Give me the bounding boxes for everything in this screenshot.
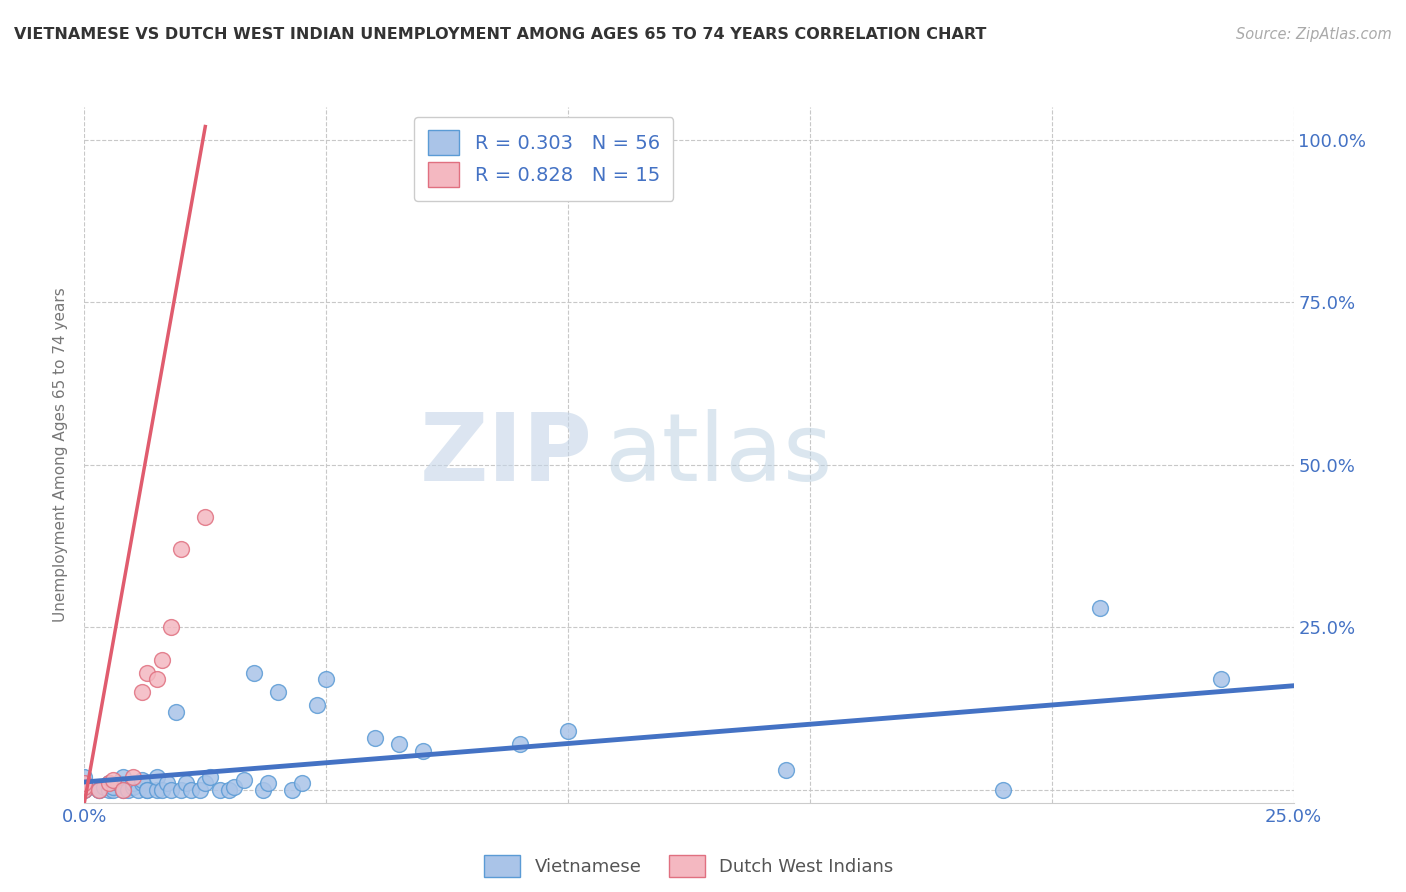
Point bbox=[315, 672, 337, 686]
Point bbox=[103, 782, 125, 797]
Point bbox=[291, 776, 314, 790]
Point bbox=[121, 776, 143, 790]
Point bbox=[281, 782, 304, 797]
Point bbox=[73, 780, 96, 794]
Point bbox=[97, 776, 120, 790]
Point bbox=[121, 770, 143, 784]
Point bbox=[252, 782, 274, 797]
Point bbox=[242, 665, 264, 680]
Point bbox=[557, 724, 579, 739]
Point bbox=[73, 782, 96, 797]
Point bbox=[146, 672, 169, 686]
Point bbox=[93, 780, 115, 794]
Point bbox=[87, 782, 110, 797]
Point bbox=[112, 782, 135, 797]
Point bbox=[103, 772, 125, 787]
Point bbox=[97, 782, 120, 797]
Point bbox=[155, 776, 177, 790]
Point bbox=[121, 780, 143, 794]
Point bbox=[73, 776, 96, 790]
Point bbox=[73, 780, 96, 794]
Text: ZIP: ZIP bbox=[419, 409, 592, 501]
Text: atlas: atlas bbox=[605, 409, 832, 501]
Point bbox=[117, 782, 139, 797]
Point bbox=[87, 782, 110, 797]
Point bbox=[136, 782, 159, 797]
Point bbox=[224, 780, 246, 794]
Point bbox=[170, 782, 193, 797]
Point bbox=[112, 770, 135, 784]
Point bbox=[131, 772, 153, 787]
Point bbox=[388, 737, 411, 751]
Point bbox=[1209, 672, 1232, 686]
Point bbox=[131, 776, 153, 790]
Point bbox=[412, 744, 434, 758]
Legend: Vietnamese, Dutch West Indians: Vietnamese, Dutch West Indians bbox=[477, 847, 901, 884]
Point bbox=[73, 782, 96, 797]
Y-axis label: Unemployment Among Ages 65 to 74 years: Unemployment Among Ages 65 to 74 years bbox=[53, 287, 69, 623]
Point bbox=[97, 776, 120, 790]
Point bbox=[73, 782, 96, 797]
Point bbox=[73, 770, 96, 784]
Point bbox=[775, 764, 797, 778]
Point bbox=[180, 782, 202, 797]
Point bbox=[136, 782, 159, 797]
Point bbox=[103, 780, 125, 794]
Point bbox=[160, 620, 183, 634]
Point bbox=[233, 772, 256, 787]
Text: VIETNAMESE VS DUTCH WEST INDIAN UNEMPLOYMENT AMONG AGES 65 TO 74 YEARS CORRELATI: VIETNAMESE VS DUTCH WEST INDIAN UNEMPLOY… bbox=[14, 27, 987, 42]
Point bbox=[257, 776, 280, 790]
Point bbox=[190, 782, 212, 797]
Point bbox=[174, 776, 197, 790]
Point bbox=[150, 782, 173, 797]
Point bbox=[218, 782, 240, 797]
Point bbox=[136, 665, 159, 680]
Point bbox=[509, 737, 531, 751]
Point bbox=[993, 782, 1015, 797]
Point bbox=[363, 731, 385, 745]
Point bbox=[208, 782, 231, 797]
Point bbox=[305, 698, 328, 713]
Point bbox=[73, 776, 96, 790]
Point bbox=[127, 782, 149, 797]
Point bbox=[107, 776, 129, 790]
Point bbox=[160, 782, 183, 797]
Point bbox=[131, 685, 153, 699]
Point bbox=[146, 770, 169, 784]
Point bbox=[198, 770, 221, 784]
Point bbox=[87, 782, 110, 797]
Point bbox=[150, 653, 173, 667]
Point bbox=[1088, 600, 1111, 615]
Point bbox=[146, 782, 169, 797]
Point bbox=[194, 509, 217, 524]
Point bbox=[194, 776, 217, 790]
Text: Source: ZipAtlas.com: Source: ZipAtlas.com bbox=[1236, 27, 1392, 42]
Point bbox=[165, 705, 187, 719]
Point bbox=[112, 782, 135, 797]
Point bbox=[267, 685, 290, 699]
Point bbox=[170, 542, 193, 557]
